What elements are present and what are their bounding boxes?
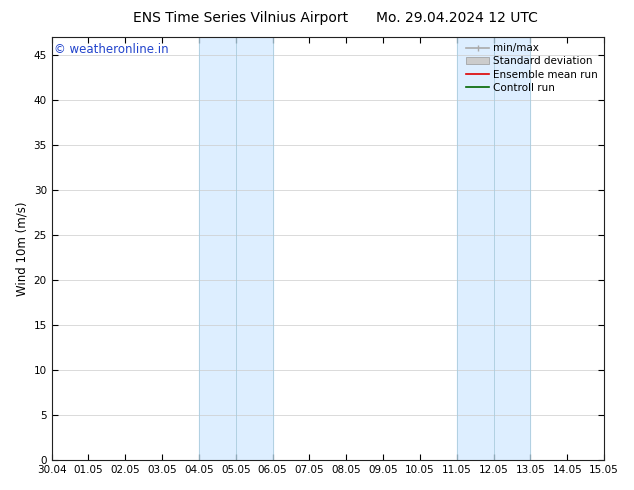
- Text: Mo. 29.04.2024 12 UTC: Mo. 29.04.2024 12 UTC: [375, 11, 538, 25]
- Text: © weatheronline.in: © weatheronline.in: [55, 44, 169, 56]
- Y-axis label: Wind 10m (m/s): Wind 10m (m/s): [15, 201, 28, 296]
- Bar: [457, 37, 531, 460]
- Text: ENS Time Series Vilnius Airport: ENS Time Series Vilnius Airport: [133, 11, 349, 25]
- Bar: [199, 37, 273, 460]
- Legend: min/max, Standard deviation, Ensemble mean run, Controll run: min/max, Standard deviation, Ensemble me…: [462, 39, 602, 97]
